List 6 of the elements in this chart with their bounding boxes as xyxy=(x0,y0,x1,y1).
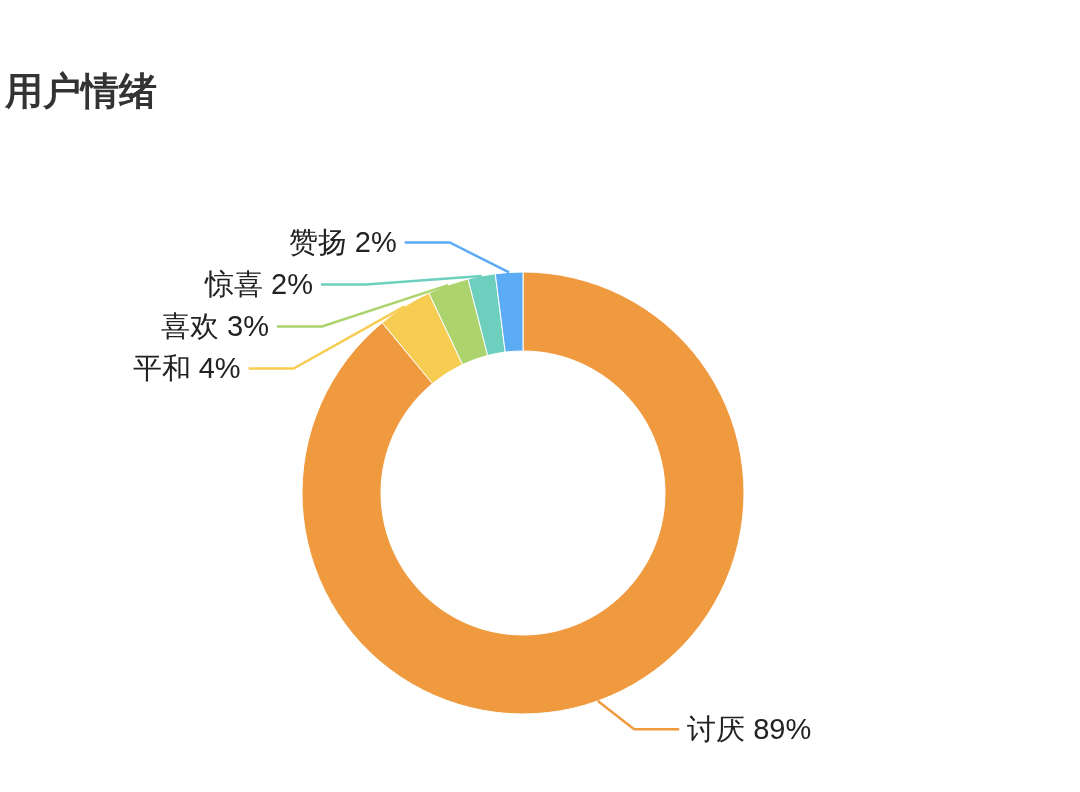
slice-label: 赞扬 2% xyxy=(288,226,397,259)
slice-label: 惊喜 2% xyxy=(204,268,314,301)
slice-label: 讨厌 89% xyxy=(687,713,812,746)
chart-title: 用户情绪 xyxy=(4,70,157,112)
slice-label: 喜欢 3% xyxy=(161,310,270,343)
slice-label: 平和 4% xyxy=(132,352,241,385)
